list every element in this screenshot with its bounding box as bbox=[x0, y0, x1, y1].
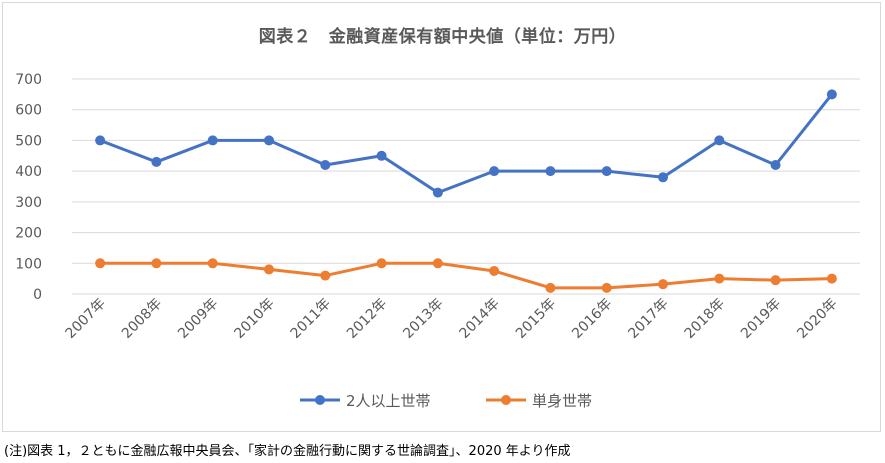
data-point bbox=[264, 135, 274, 146]
data-point bbox=[320, 160, 331, 170]
data-point bbox=[376, 150, 387, 161]
data-point bbox=[770, 275, 781, 286]
data-point bbox=[489, 166, 500, 177]
series-1 bbox=[95, 89, 837, 198]
data-point bbox=[770, 160, 781, 170]
data-point bbox=[545, 282, 556, 293]
data-point bbox=[714, 273, 725, 284]
y-tick-label: 200 bbox=[15, 226, 42, 242]
x-tick-label: 2009年 bbox=[175, 296, 221, 342]
x-tick-label: 2012年 bbox=[344, 296, 390, 342]
series-2 bbox=[95, 258, 837, 293]
data-point bbox=[545, 166, 556, 177]
data-point bbox=[826, 89, 837, 100]
data-point bbox=[151, 156, 162, 167]
data-point bbox=[601, 166, 612, 177]
series-line bbox=[98, 92, 834, 195]
x-tick-label: 2007年 bbox=[63, 296, 109, 342]
x-tick-label: 2015年 bbox=[513, 296, 559, 342]
y-tick-label: 600 bbox=[15, 103, 42, 119]
data-point bbox=[432, 258, 443, 269]
data-point bbox=[207, 258, 218, 269]
y-tick-label: 500 bbox=[15, 133, 42, 149]
x-tick-label: 2014年 bbox=[457, 296, 503, 342]
chart-title: 図表２ 金融資産保有額中央値（単位：万円） bbox=[258, 27, 627, 47]
chart-frame bbox=[2, 2, 881, 432]
x-tick-label: 2010年 bbox=[231, 296, 277, 342]
data-point bbox=[826, 273, 837, 284]
legend-label: 単身世帯 bbox=[532, 392, 592, 410]
data-point bbox=[714, 135, 725, 146]
series-line bbox=[98, 261, 834, 290]
data-point bbox=[264, 264, 274, 275]
data-point bbox=[658, 172, 668, 183]
source-note: (注)図表 1，２ともに金融広報中央員会、｢家計の金融行動に関する世論調査｣、2… bbox=[4, 444, 571, 459]
x-tick-label: 2020年 bbox=[794, 296, 840, 342]
x-tick-label: 2018年 bbox=[682, 296, 728, 342]
data-point bbox=[658, 279, 668, 290]
x-tick-label: 2016年 bbox=[569, 296, 615, 342]
data-point bbox=[207, 135, 218, 146]
x-tick-label: 2013年 bbox=[400, 296, 446, 342]
x-tick-label: 2017年 bbox=[625, 296, 671, 342]
y-tick-label: 400 bbox=[15, 164, 42, 180]
legend-label: 2人以上世帯 bbox=[346, 392, 431, 410]
y-tick-label: 700 bbox=[15, 72, 42, 88]
y-tick-label: 300 bbox=[15, 195, 42, 211]
x-tick-label: 2019年 bbox=[738, 296, 784, 342]
data-point bbox=[489, 265, 500, 276]
legend-swatch-marker bbox=[315, 395, 325, 405]
data-point bbox=[151, 258, 162, 269]
legend-swatch-marker bbox=[501, 395, 511, 405]
data-point bbox=[95, 258, 106, 269]
data-point bbox=[95, 135, 106, 146]
x-tick-label: 2011年 bbox=[288, 296, 334, 342]
data-point bbox=[320, 270, 331, 281]
data-point bbox=[432, 187, 443, 198]
data-point bbox=[601, 282, 612, 293]
data-point bbox=[376, 258, 387, 269]
x-tick-label: 2008年 bbox=[119, 296, 165, 342]
y-tick-label: 100 bbox=[15, 256, 42, 272]
y-tick-label: 0 bbox=[33, 287, 42, 303]
